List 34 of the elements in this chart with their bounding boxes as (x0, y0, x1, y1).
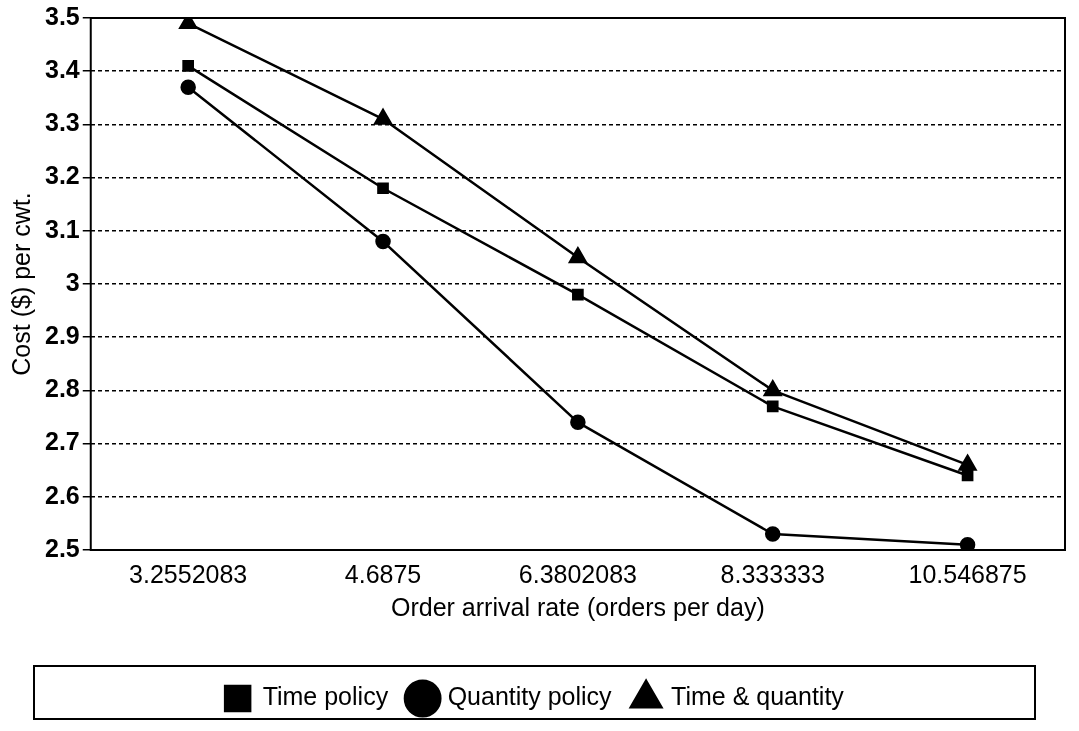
point (961, 469, 974, 482)
y-tick-label: 2.5 (44, 533, 80, 562)
y-tick-label: 2.8 (44, 374, 80, 403)
x-tick-label: 10.546875 (908, 559, 1027, 588)
y-tick-label: 2.9 (44, 321, 80, 350)
point (182, 60, 195, 72)
y-tick-label: 3.5 (44, 1, 80, 30)
y-tick-label: 2.7 (44, 427, 80, 456)
legend-label: Quantity policy (447, 682, 613, 711)
point (958, 454, 977, 471)
legend-label: Time policy (262, 682, 389, 711)
point (375, 233, 391, 250)
y-tick-label: 3 (65, 267, 80, 296)
point (180, 79, 196, 95)
x-tick-label: 4.6875 (344, 559, 422, 588)
y-tick-label: 3.1 (44, 214, 80, 243)
legend-label: Time & quantity (671, 682, 845, 711)
point (570, 414, 586, 431)
point (959, 536, 976, 550)
x-tick-label: 8.333333 (720, 559, 825, 588)
point (377, 182, 389, 195)
x-axis-title: Order arrival rate (orders per day) (391, 592, 765, 621)
point (572, 288, 584, 301)
y-tick-label: 3.4 (44, 55, 80, 84)
y-tick-label: 3.2 (44, 161, 80, 190)
x-tick-label: 6.3802083 (518, 559, 637, 588)
y-tick-label: 2.6 (44, 480, 80, 509)
point (763, 380, 782, 397)
y-axis-title: Cost ($) per cwt. (6, 192, 35, 376)
point (764, 526, 781, 542)
x-tick-label: 3.2552083 (129, 559, 248, 588)
point (766, 400, 779, 413)
point (568, 247, 587, 264)
y-tick-label: 3.3 (44, 108, 80, 137)
